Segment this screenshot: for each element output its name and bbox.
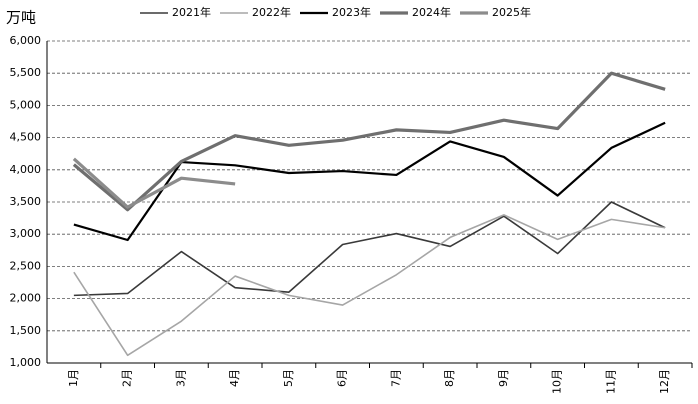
y-tick-label: 5,500 [10, 66, 42, 79]
x-tick-label: 1月 [67, 369, 80, 387]
x-tick-label: 6月 [336, 369, 349, 387]
y-tick-label: 1,000 [10, 356, 42, 369]
y-tick-label: 3,500 [10, 195, 42, 208]
legend-label: 2022年 [252, 5, 291, 19]
y-tick-label: 2,000 [10, 292, 42, 305]
series-line [72, 157, 236, 209]
series-line [73, 121, 666, 242]
x-tick-label: 12月 [658, 369, 671, 394]
y-tick-label: 6,000 [10, 34, 42, 47]
legend-label: 2025年 [492, 5, 531, 19]
unit-label: 万吨 [6, 9, 36, 27]
series-line [72, 71, 666, 212]
x-tick-label: 8月 [443, 369, 456, 387]
x-tick-label: 2月 [121, 369, 134, 387]
x-tick-label: 5月 [282, 369, 295, 387]
x-tick-label: 3月 [174, 369, 187, 387]
y-tick-label: 1,500 [10, 324, 42, 337]
legend-label: 2023年 [332, 5, 371, 19]
x-tick-label: 4月 [228, 369, 241, 387]
y-tick-label: 4,500 [10, 131, 42, 144]
legend-label: 2024年 [412, 5, 451, 19]
legend-label: 2021年 [172, 5, 211, 19]
y-tick-label: 3,000 [10, 227, 42, 240]
y-tick-label: 2,500 [10, 259, 42, 272]
y-tick-label: 4,000 [10, 163, 42, 176]
x-tick-label: 10月 [551, 369, 564, 394]
x-tick-label: 7月 [389, 369, 402, 387]
x-tick-label: 9月 [497, 369, 510, 387]
y-tick-label: 5,000 [10, 98, 42, 111]
series-line [73, 201, 666, 297]
series-line [73, 214, 666, 357]
x-tick-label: 11月 [604, 369, 617, 394]
